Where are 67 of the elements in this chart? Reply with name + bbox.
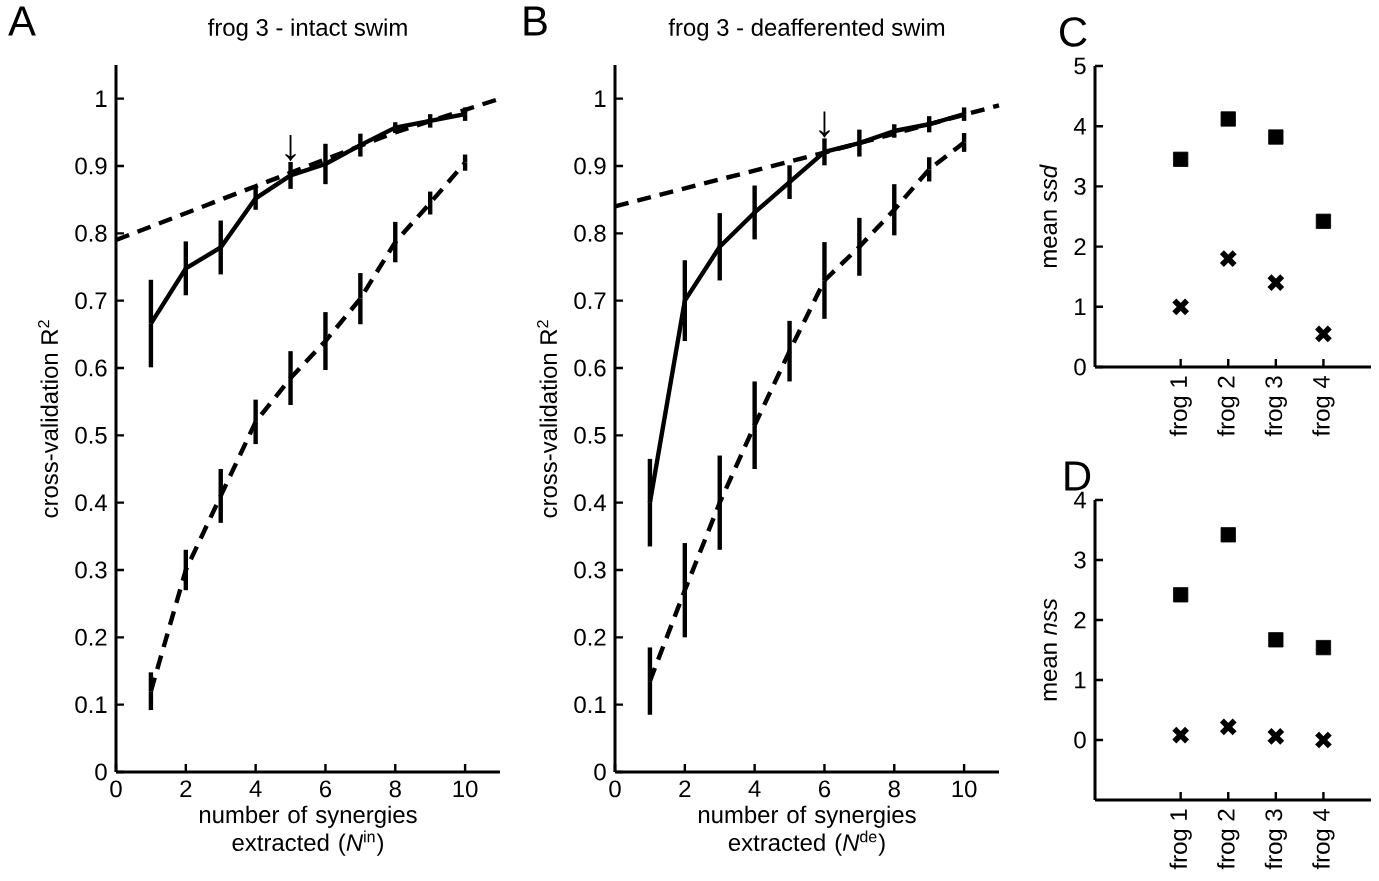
x-tick-label: frog 4 <box>1312 809 1335 870</box>
y-tick-label: 0.5 <box>574 426 606 444</box>
y-axis-title: mean ssd <box>1039 164 1058 268</box>
x-tick-label: 6 <box>320 780 332 798</box>
y-tick-label: 0.3 <box>574 561 606 579</box>
x-tick-label: 0 <box>609 780 621 798</box>
y-tick-label: 0.7 <box>574 292 606 310</box>
y-tick-label: 1 <box>595 90 606 107</box>
x-axis-title: number of synergies extracted (N$^{in}$) <box>199 805 417 856</box>
y-tick-label: 0.8 <box>75 224 107 242</box>
x-tick-label: 0 <box>110 780 122 798</box>
y-tick-label: 0.1 <box>574 696 606 714</box>
x-tick-label: frog 2 <box>1217 809 1240 870</box>
x-axis-title: number of synergies extracted (N$^{de}$) <box>698 805 916 856</box>
y-tick-label: 0.8 <box>574 224 606 242</box>
x-tick-label: 8 <box>888 780 900 798</box>
y-tick-label: 0.4 <box>75 494 107 512</box>
y-tick-label: 0.5 <box>75 426 107 444</box>
y-tick-label: 0 <box>1074 358 1086 376</box>
y-tick-label: 0 <box>1074 731 1086 749</box>
y-tick-label: 4 <box>1073 117 1086 135</box>
x-tick-label: 6 <box>819 780 831 798</box>
y-tick-label: 3 <box>1074 177 1086 195</box>
annotation: ↓ <box>285 135 296 162</box>
y-axis-title: cross-validation R$^{2}$ <box>537 320 558 518</box>
y-tick-label: 2 <box>1074 238 1086 255</box>
chart-title: frog 3 - deafferented swim <box>668 18 945 41</box>
y-tick-label: 0.9 <box>574 157 606 175</box>
x-tick-label: frog 3 <box>1264 809 1287 870</box>
x-tick-label: 4 <box>249 780 262 797</box>
x-tick-label: 8 <box>389 780 401 798</box>
text: C <box>1060 17 1087 47</box>
y-tick-label: 1 <box>1075 298 1086 316</box>
x-tick-label: 10 <box>453 780 478 798</box>
text: B <box>524 6 547 36</box>
y-tick-label: 3 <box>1074 551 1086 569</box>
y-tick-label: 0.3 <box>75 561 107 579</box>
y-axis-title: cross-validation R$^{2}$ <box>38 320 59 518</box>
y-tick-label: 0.9 <box>75 157 107 175</box>
y-tick-label: 1 <box>1075 671 1086 689</box>
x-tick-label: 2 <box>180 780 192 798</box>
annotation: ↓ <box>819 111 830 138</box>
x-tick-label: frog 4 <box>1312 376 1335 437</box>
y-tick-label: 5 <box>1074 57 1086 75</box>
y-tick-label: 1 <box>96 90 107 107</box>
y-tick-label: 0.4 <box>574 494 606 512</box>
y-tick-label: 0.1 <box>75 696 107 714</box>
y-tick-label: 0.7 <box>75 292 107 310</box>
y-tick-label: 0.2 <box>574 628 606 646</box>
x-tick-label: frog 2 <box>1217 376 1240 437</box>
chart-title: frog 3 - intact swim <box>208 18 407 41</box>
y-tick-label: 0 <box>594 763 606 781</box>
x-tick-label: frog 1 <box>1169 376 1192 437</box>
x-tick-label: 2 <box>679 780 691 798</box>
y-tick-label: 0.2 <box>75 628 107 646</box>
text: D <box>1065 461 1091 491</box>
y-tick-label: 2 <box>1074 611 1086 629</box>
y-axis-title: mean nss <box>1043 598 1057 701</box>
x-tick-label: 4 <box>748 780 761 797</box>
y-tick-label: 0.6 <box>574 359 606 377</box>
x-tick-label: 10 <box>952 780 977 798</box>
x-tick-label: frog 3 <box>1264 376 1287 437</box>
text: A <box>8 6 36 36</box>
y-tick-label: 0.6 <box>75 359 107 377</box>
y-tick-label: 0 <box>95 763 107 781</box>
x-tick-label: frog 1 <box>1169 809 1192 870</box>
y-tick-label: 4 <box>1073 491 1086 509</box>
